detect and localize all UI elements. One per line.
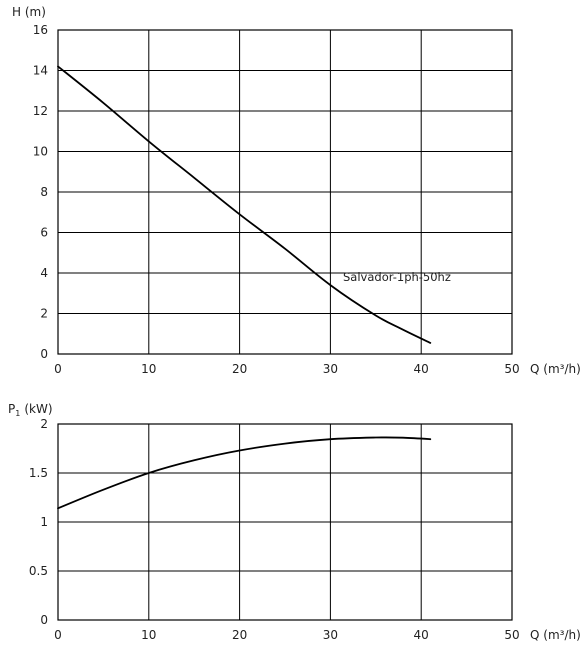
head-chart: 0 2 4 6 8 10 12 14 16 0 10 20 30 40 50 Salvador-1ph-5… xyxy=(12,5,580,376)
power-x-tick-label: 50 xyxy=(504,628,519,642)
power-y-tick-label: 1 xyxy=(40,515,48,529)
head-y-tick-label: 4 xyxy=(40,266,48,280)
power-x-tick-label: 0 xyxy=(54,628,62,642)
power-chart-grid xyxy=(57,423,513,621)
head-chart-y-ticks: 0 2 4 6 8 10 12 14 16 xyxy=(33,23,48,361)
head-y-tick-label: 14 xyxy=(33,64,48,78)
head-y-tick-label: 10 xyxy=(33,145,48,159)
power-y-tick-label: 2 xyxy=(40,417,48,431)
power-y-tick-label: 0.5 xyxy=(29,564,48,578)
power-x-tick-label: 30 xyxy=(323,628,338,642)
head-chart-x-ticks: 0 10 20 30 40 50 xyxy=(54,362,519,376)
power-chart-frame xyxy=(57,423,513,621)
head-chart-frame xyxy=(57,29,513,355)
power-axis-unit: (kW) xyxy=(24,402,52,416)
head-y-tick-label: 0 xyxy=(40,347,48,361)
head-y-tick-label: 12 xyxy=(33,104,48,118)
power-axis-symbol: P xyxy=(8,402,15,416)
head-chart-x-axis-label: Q (m³/h) xyxy=(530,362,580,376)
head-y-tick-label: 2 xyxy=(40,307,48,321)
power-x-tick-label: 40 xyxy=(414,628,429,642)
head-x-tick-label: 50 xyxy=(504,362,519,376)
power-chart-y-ticks: 0 0.5 1 1.5 2 xyxy=(29,417,48,627)
head-y-tick-label: 16 xyxy=(33,23,48,37)
power-y-tick-label: 0 xyxy=(40,613,48,627)
head-x-tick-label: 20 xyxy=(232,362,247,376)
head-x-tick-label: 40 xyxy=(414,362,429,376)
curve-annotation: Salvador-1ph-50hz xyxy=(343,270,451,284)
power-x-tick-label: 20 xyxy=(232,628,247,642)
head-x-tick-label: 30 xyxy=(323,362,338,376)
power-axis-subscript: 1 xyxy=(15,409,20,418)
power-axis-label: P1 (kW) xyxy=(8,402,53,418)
head-axis-label: H (m) xyxy=(12,5,46,19)
head-x-tick-label: 0 xyxy=(54,362,62,376)
power-chart-x-axis-label: Q (m³/h) xyxy=(530,628,580,642)
power-curve xyxy=(57,436,432,510)
head-curve xyxy=(57,65,432,344)
head-x-tick-label: 10 xyxy=(141,362,156,376)
power-chart: 00.511.52 0 10 20 30 40 50 P1 (kW) Q (m³/h) xyxy=(8,402,580,642)
head-y-tick-label: 6 xyxy=(40,226,48,240)
head-y-tick-label: 8 xyxy=(40,185,48,199)
head-chart-grid xyxy=(57,29,513,355)
power-x-tick-label: 10 xyxy=(141,628,156,642)
power-y-tick-label: 1.5 xyxy=(29,466,48,480)
power-chart-x-ticks: 0 10 20 30 40 50 xyxy=(54,628,519,642)
